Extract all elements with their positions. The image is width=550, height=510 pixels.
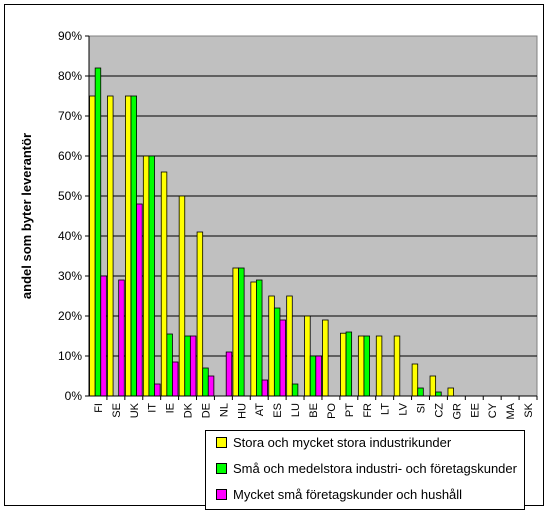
bar-nl-series-3 bbox=[225, 351, 233, 397]
x-tick-label: DE bbox=[200, 403, 212, 418]
bar-uk-series-2 bbox=[130, 95, 137, 397]
bar-it-series-3 bbox=[154, 383, 161, 397]
x-tick-label: PO bbox=[326, 403, 338, 419]
bar-at-series-3 bbox=[261, 379, 269, 397]
legend-swatch-yellow bbox=[216, 436, 227, 448]
bar-lu-series-2 bbox=[291, 383, 299, 397]
bar-de-series-3 bbox=[207, 375, 215, 397]
legend-item-mycket-sma: Mycket små företagskunder och hushåll bbox=[216, 485, 462, 503]
x-tick-label: LV bbox=[398, 402, 410, 415]
y-tick-label: 50% bbox=[58, 189, 82, 203]
x-tick-label: ES bbox=[272, 403, 284, 418]
bar-be-series-2 bbox=[309, 355, 317, 397]
bar-lv-series-1 bbox=[393, 335, 401, 397]
legend-label: Små och medelstora industri- och företag… bbox=[233, 460, 517, 476]
x-tick-label: CY bbox=[487, 402, 499, 418]
x-tick-label: HU bbox=[236, 403, 248, 419]
x-tick-label: IE bbox=[165, 403, 177, 413]
y-axis-label: andel som byter leverantör bbox=[19, 133, 34, 299]
legend-label: Mycket små företagskunder och hushåll bbox=[233, 486, 463, 502]
bar-cz-series-1 bbox=[429, 375, 437, 397]
x-tick-label: IT bbox=[147, 403, 159, 413]
bar-uk-series-3 bbox=[136, 203, 143, 397]
bar-it-series-1 bbox=[142, 155, 150, 397]
legend-swatch-green bbox=[216, 462, 227, 474]
bar-uk-series-1 bbox=[125, 95, 132, 397]
y-tick-label: 20% bbox=[58, 309, 82, 323]
y-tick-label: 80% bbox=[58, 69, 82, 83]
bar-es-series-1 bbox=[268, 295, 275, 397]
x-tick-label: EE bbox=[469, 403, 481, 418]
bar-dk-series-1 bbox=[178, 195, 186, 397]
chart-frame: 0% 10% 20% 30% 40% 50% 60% 70% 80% 90% FI SE UK IT IE… bbox=[4, 4, 544, 510]
bar-at-series-2 bbox=[256, 279, 263, 397]
x-tick-label: NL bbox=[218, 403, 230, 417]
bar-hu-series-1 bbox=[232, 267, 239, 397]
legend-swatch-magenta bbox=[216, 488, 227, 500]
bar-se-series-1 bbox=[107, 95, 114, 397]
legend-label: Stora och mycket stora industrikunder bbox=[233, 434, 452, 450]
bar-se-series-3 bbox=[118, 279, 125, 397]
legend-item-sma-medelstora: Små och medelstora industri- och företag… bbox=[216, 459, 517, 477]
x-tick-label: DK bbox=[183, 402, 195, 418]
x-tick-label: LU bbox=[290, 403, 302, 417]
x-tick-label: CZ bbox=[433, 403, 445, 418]
bar-si-series-2 bbox=[417, 387, 424, 397]
x-tick-label: FR bbox=[362, 403, 374, 418]
bar-es-series-2 bbox=[273, 307, 281, 397]
bar-fi-series-2 bbox=[94, 67, 102, 397]
bar-si-series-1 bbox=[411, 363, 419, 397]
bar-chart: 0% 10% 20% 30% 40% 50% 60% 70% 80% 90% FI SE UK IT IE… bbox=[19, 29, 538, 420]
bar-be-series-1 bbox=[304, 315, 311, 397]
y-tick-label: 30% bbox=[58, 269, 82, 283]
legend: Stora och mycket stora industrikunder Sm… bbox=[205, 430, 525, 510]
y-tick-label: 40% bbox=[58, 229, 82, 243]
bar-fr-series-1 bbox=[357, 335, 365, 397]
bar-ie-series-1 bbox=[160, 171, 168, 397]
bar-at-series-1 bbox=[250, 281, 257, 397]
bar-hu-series-2 bbox=[238, 267, 245, 397]
x-tick-label: SI bbox=[416, 403, 428, 413]
x-tick-label: PT bbox=[344, 403, 356, 417]
bar-pt-series-2 bbox=[345, 331, 353, 397]
bar-de-series-2 bbox=[202, 367, 209, 397]
x-tick-label: LT bbox=[380, 403, 392, 415]
legend-item-stora: Stora och mycket stora industrikunder bbox=[216, 433, 451, 451]
bar-lt-series-1 bbox=[375, 335, 383, 397]
x-tick-label: AT bbox=[254, 403, 266, 417]
x-tick-label: FI bbox=[93, 403, 105, 413]
bar-es-series-3 bbox=[279, 319, 286, 397]
x-tick-label: SE bbox=[111, 403, 123, 418]
bar-lu-series-1 bbox=[286, 295, 293, 397]
bar-dk-series-2 bbox=[184, 335, 191, 397]
plot-area bbox=[88, 35, 538, 397]
bar-gr-series-1 bbox=[447, 387, 454, 397]
bar-cz-series-2 bbox=[435, 391, 442, 397]
bar-be-series-3 bbox=[315, 355, 322, 397]
bar-po-series-1 bbox=[322, 319, 329, 397]
x-tick-label: SK bbox=[523, 402, 535, 417]
bar-ie-series-2 bbox=[166, 333, 173, 397]
bar-dk-series-3 bbox=[189, 335, 197, 397]
y-tick-label: 70% bbox=[58, 109, 82, 123]
bar-pt-series-1 bbox=[340, 332, 347, 397]
bar-fi-series-1 bbox=[89, 95, 96, 397]
bar-fi-series-3 bbox=[100, 275, 107, 397]
x-tick-label: GR bbox=[451, 403, 463, 420]
y-tick-label: 60% bbox=[58, 149, 82, 163]
bar-it-series-2 bbox=[148, 155, 155, 397]
y-tick-label: 90% bbox=[58, 29, 82, 43]
bar-fr-series-2 bbox=[363, 335, 370, 397]
y-tick-label: 0% bbox=[65, 389, 83, 403]
y-tick-label: 10% bbox=[58, 349, 82, 363]
bar-de-series-1 bbox=[196, 231, 204, 397]
x-tick-label: BE bbox=[308, 403, 320, 418]
x-tick-label: UK bbox=[129, 402, 141, 418]
x-tick-label: MA bbox=[505, 402, 517, 419]
bar-ie-series-3 bbox=[172, 361, 179, 397]
